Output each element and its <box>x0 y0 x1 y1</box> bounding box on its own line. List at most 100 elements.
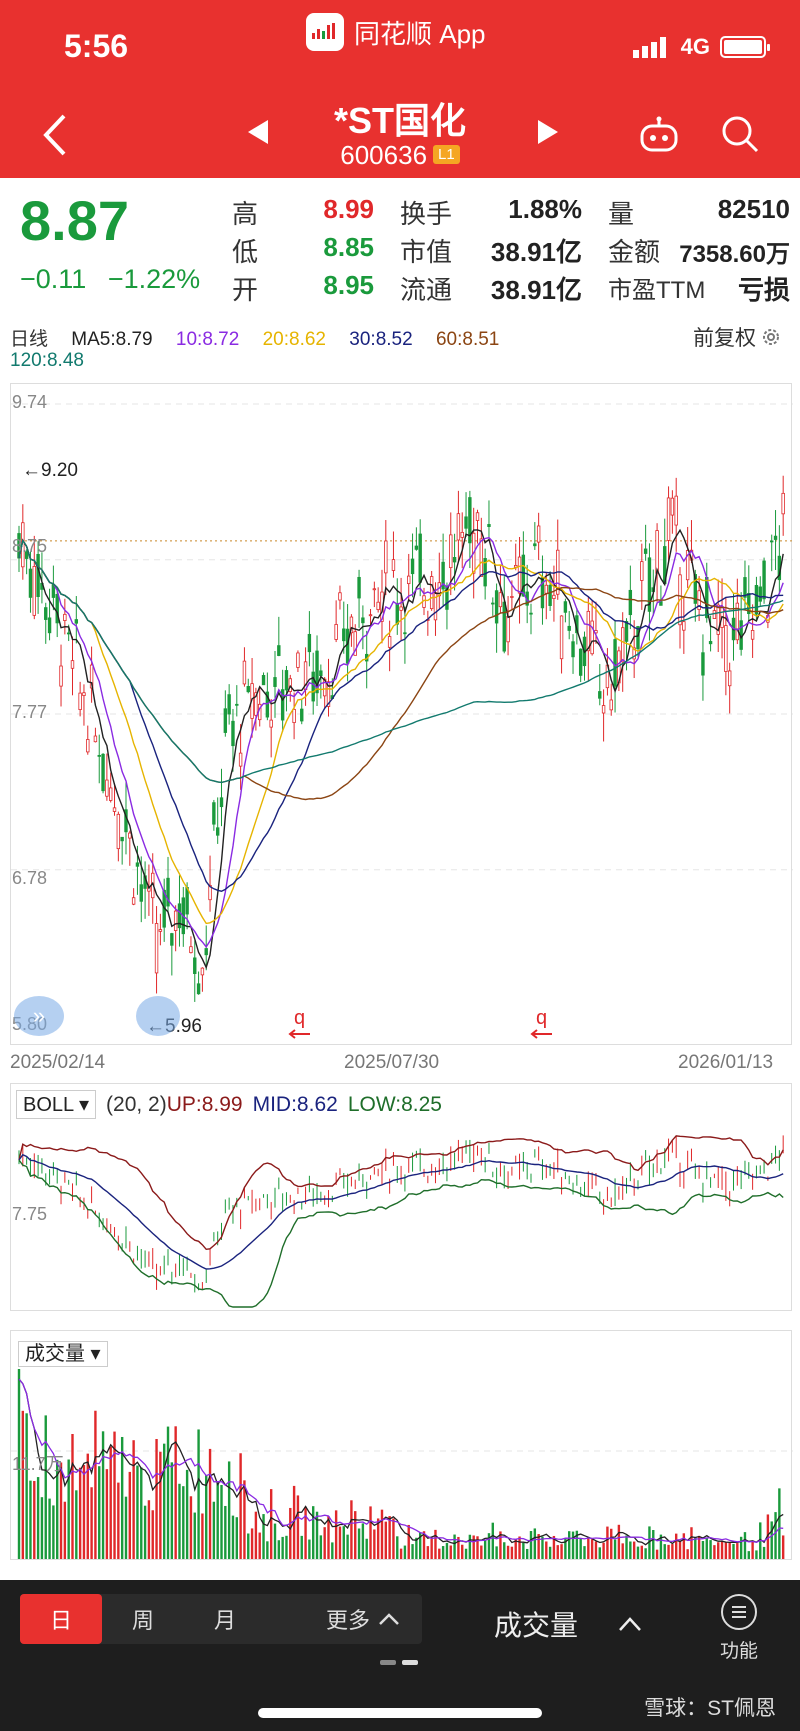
volume-bar <box>315 1511 319 1559</box>
ma30-legend: 30:8.52 <box>349 329 413 350</box>
candle-body <box>418 533 422 583</box>
fullscreen-float-icon[interactable] <box>136 996 180 1036</box>
event-marker-icon[interactable]: q <box>288 1008 314 1040</box>
candle-body <box>567 625 571 631</box>
volume-bar <box>629 1541 632 1559</box>
tab-week[interactable]: 周 <box>131 1608 154 1633</box>
candle-body <box>636 626 640 650</box>
volume-bar <box>667 1544 670 1559</box>
volume-bar <box>258 1532 261 1559</box>
price-tick: 8.75 <box>12 536 48 556</box>
candle-body <box>624 620 629 642</box>
volume-bar <box>430 1537 433 1559</box>
status-time: 5:56 <box>64 28 129 64</box>
volume-bar <box>323 1527 326 1559</box>
tab-month[interactable]: 月 <box>213 1608 236 1633</box>
volume-bar <box>250 1528 254 1559</box>
candle-body <box>86 739 90 753</box>
volume-bar <box>461 1544 464 1559</box>
ma60-legend: 60:8.51 <box>435 329 500 350</box>
volume-bar <box>182 1486 185 1559</box>
volume-bar <box>503 1542 506 1559</box>
event-marker-icon[interactable]: q <box>530 1008 556 1040</box>
value-turnover: 1.88% <box>508 194 582 224</box>
candle-body <box>479 538 484 577</box>
volume-bar <box>354 1511 357 1559</box>
app-badge[interactable]: 同花顺 App <box>306 12 486 52</box>
next-stock-icon[interactable] <box>536 118 560 146</box>
volume-bar <box>732 1543 735 1559</box>
volume-bar <box>227 1461 231 1559</box>
candle-body <box>353 631 357 656</box>
candle-body <box>452 557 457 563</box>
volume-tick: 11.7万 <box>12 1454 64 1474</box>
function-button[interactable]: 功能 <box>714 1594 764 1663</box>
volume-bar <box>369 1506 372 1559</box>
candle-body <box>601 705 606 714</box>
candle-body <box>173 910 178 931</box>
volume-bar <box>705 1537 708 1559</box>
kline-chart[interactable] <box>10 383 793 1045</box>
volume-bar <box>495 1546 498 1559</box>
boll-low-line <box>18 1159 784 1308</box>
back-icon[interactable] <box>38 110 72 160</box>
volume-bar <box>56 1459 59 1559</box>
volume-bar <box>373 1529 376 1559</box>
candle-body <box>494 590 499 624</box>
header-bar: 5:56 同花顺 App 4G <box>0 0 800 178</box>
value-volume: 82510 <box>717 194 790 224</box>
candle-body <box>743 577 747 598</box>
value-pe-ttm: 亏损 <box>737 275 790 305</box>
candle-body <box>517 556 522 594</box>
volume-bar <box>269 1489 273 1559</box>
adjust-selector[interactable]: 前复权 <box>693 322 782 352</box>
candle-body <box>712 610 717 619</box>
candle-body <box>47 617 52 634</box>
volume-selector[interactable]: 成交量 ▾ <box>18 1341 108 1367</box>
period-tabs: 日 周 月 更多 <box>20 1594 422 1644</box>
robot-assistant-icon[interactable] <box>638 116 680 154</box>
volume-bar <box>86 1453 89 1559</box>
volume-bar <box>170 1462 174 1559</box>
prev-stock-icon[interactable] <box>246 118 270 146</box>
expand-float-icon[interactable]: » <box>14 996 64 1036</box>
signal-icon <box>632 37 666 58</box>
tab-more[interactable]: 更多 <box>326 1603 400 1635</box>
volume-bar <box>193 1512 196 1559</box>
volume-bar <box>648 1526 651 1559</box>
boll-selector[interactable]: BOLL ▾ <box>16 1090 97 1119</box>
candle-body <box>189 946 193 954</box>
volume-name: 成交量 <box>25 1343 85 1365</box>
volume-bar <box>663 1544 666 1559</box>
candle-body <box>376 601 380 611</box>
candle-body <box>219 797 224 808</box>
search-icon[interactable] <box>720 114 760 154</box>
ma120-line <box>18 538 784 784</box>
candle-body <box>559 615 564 660</box>
candle-body <box>342 628 346 642</box>
volume-bar <box>266 1541 269 1559</box>
page-indicator <box>380 1660 418 1665</box>
boll-chart[interactable] <box>10 1083 792 1311</box>
tab-day[interactable]: 日 <box>20 1594 102 1644</box>
candle-body <box>773 535 778 540</box>
volume-bar <box>189 1496 193 1559</box>
candle-body <box>227 694 231 715</box>
candle-body <box>468 497 472 544</box>
volume-bar <box>94 1410 97 1559</box>
indicator-selector[interactable]: 成交量 <box>494 1604 642 1644</box>
candle-body <box>529 612 533 615</box>
volume-bar <box>671 1544 674 1559</box>
candle-body <box>349 616 354 634</box>
value-market-cap: 38.91亿 <box>490 237 582 267</box>
volume-bar <box>304 1506 307 1559</box>
value-open: 8.95 <box>323 270 374 300</box>
candle-body <box>727 670 732 687</box>
volume-bar <box>334 1510 338 1559</box>
volume-chart[interactable] <box>10 1330 793 1560</box>
volume-bar <box>548 1546 552 1559</box>
volume-bar <box>774 1512 777 1559</box>
volume-bar <box>766 1514 770 1559</box>
network-type: 4G <box>680 34 710 59</box>
volume-bar <box>510 1546 514 1559</box>
